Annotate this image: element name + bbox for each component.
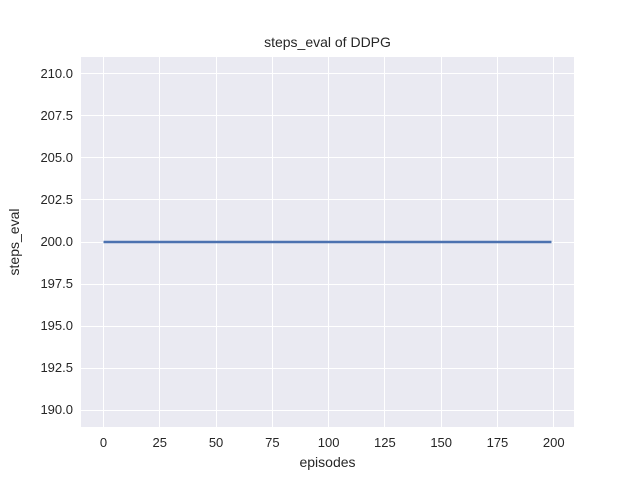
y-tick-label: 190.0 xyxy=(40,402,73,418)
y-tick-label: 197.5 xyxy=(40,276,73,292)
y-tick-label: 202.5 xyxy=(40,191,73,207)
y-tick-label: 200.0 xyxy=(40,234,73,249)
y-gridline xyxy=(81,283,574,285)
x-tick-label: 75 xyxy=(265,435,280,450)
y-gridline xyxy=(81,409,574,411)
x-tick-label: 50 xyxy=(208,435,224,450)
y-tick-label: 207.5 xyxy=(40,107,73,123)
x-tick-label: 0 xyxy=(99,435,108,450)
data-line-svg xyxy=(103,240,552,244)
y-tick-label: 195.0 xyxy=(40,318,73,334)
x-tick-label: 125 xyxy=(374,435,396,450)
x-tick-label: 200 xyxy=(542,435,565,450)
y-tick-label: 210.0 xyxy=(40,65,73,81)
x-tick-label: 175 xyxy=(486,435,509,450)
y-gridline xyxy=(81,73,574,75)
y-gridline xyxy=(81,115,574,117)
y-axis-label: steps_eval xyxy=(6,208,22,276)
y-tick-label: 205.0 xyxy=(40,149,73,165)
y-gridline xyxy=(81,157,574,159)
x-tick-label: 100 xyxy=(317,435,340,450)
chart-title: steps_eval of DDPG xyxy=(264,34,391,50)
y-gridline xyxy=(81,325,574,327)
plot-area xyxy=(81,57,574,427)
y-tick-label: 192.5 xyxy=(40,360,73,376)
x-axis-label: episodes xyxy=(299,454,356,470)
x-tick-label: 150 xyxy=(430,435,453,450)
x-tick-label: 25 xyxy=(152,435,168,450)
y-gridline xyxy=(81,367,574,369)
y-gridline xyxy=(81,199,574,201)
